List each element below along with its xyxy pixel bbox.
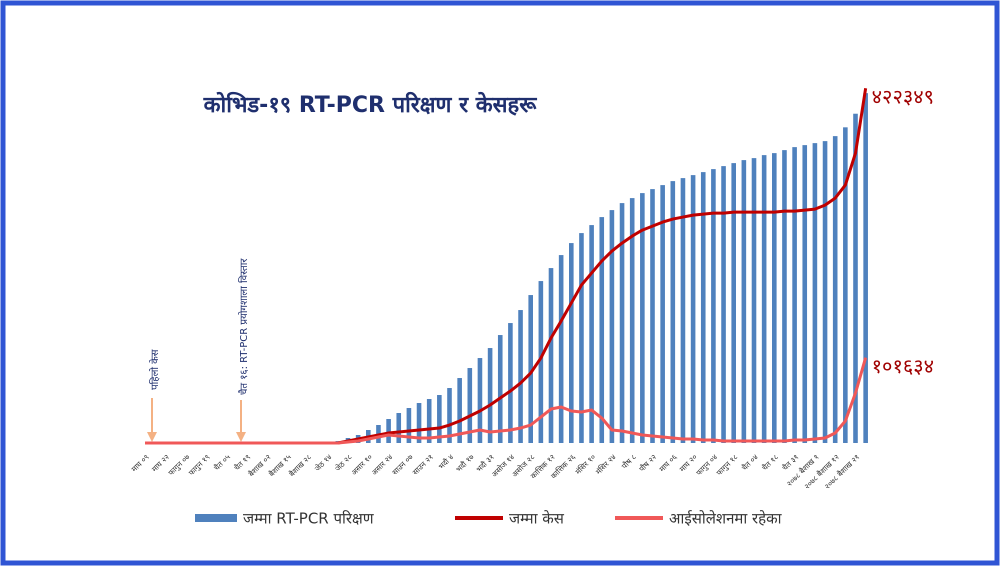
bar xyxy=(558,255,564,443)
bar xyxy=(477,358,483,443)
value-label: १०१६३४ xyxy=(872,354,934,378)
legend-label: जम्मा केस xyxy=(509,510,565,528)
bar xyxy=(589,225,594,443)
legend-label: जम्मा RT-PCR परिक्षण xyxy=(243,510,375,528)
chart-title: कोभिड-१९ RT-PCR परिक्षण र केसहरू xyxy=(203,91,538,118)
bar xyxy=(650,189,655,443)
bar xyxy=(386,419,391,443)
bar xyxy=(812,143,818,443)
bar xyxy=(487,348,493,443)
bar xyxy=(426,399,432,443)
bar xyxy=(599,217,605,443)
bar xyxy=(700,172,706,443)
bar xyxy=(761,155,767,443)
bar xyxy=(660,185,665,443)
bar xyxy=(609,210,615,443)
bar xyxy=(843,127,848,443)
bar xyxy=(467,368,473,443)
value-label: ४२२३४९ xyxy=(872,85,934,109)
bar xyxy=(731,163,736,443)
legend-label: आईसोलेशनमा रहेका xyxy=(669,510,783,528)
bar xyxy=(832,136,838,443)
bar xyxy=(782,150,787,444)
bar xyxy=(721,166,726,444)
arrow-head xyxy=(236,432,246,442)
bar xyxy=(751,158,757,443)
bar xyxy=(497,335,503,443)
bar xyxy=(416,403,422,443)
bar xyxy=(640,193,645,443)
bar xyxy=(711,169,716,443)
bar xyxy=(853,113,858,443)
bar xyxy=(569,243,574,443)
bar xyxy=(802,145,808,443)
bar xyxy=(822,141,828,444)
bar xyxy=(863,93,868,443)
bar xyxy=(437,395,442,443)
legend-swatch xyxy=(195,514,237,522)
bar xyxy=(457,378,462,443)
bar xyxy=(518,310,523,443)
bar xyxy=(619,203,625,443)
bar xyxy=(741,160,747,443)
bar xyxy=(579,233,584,443)
bar xyxy=(406,408,412,443)
annotation: चैत १६: RT-PCR प्रयोगशाला विस्तार xyxy=(238,258,250,395)
bar xyxy=(508,323,513,443)
bar xyxy=(396,413,402,443)
bar xyxy=(629,198,635,443)
bar xyxy=(548,268,554,443)
bar xyxy=(528,295,533,443)
line xyxy=(145,357,868,445)
bar xyxy=(772,153,777,443)
bar xyxy=(680,178,686,443)
bar xyxy=(447,388,452,443)
bar xyxy=(690,175,696,444)
bar xyxy=(538,281,544,443)
bar xyxy=(792,147,797,443)
bar xyxy=(670,181,676,443)
arrow-head xyxy=(147,432,157,442)
annotation: पहिलो केस xyxy=(149,349,161,390)
